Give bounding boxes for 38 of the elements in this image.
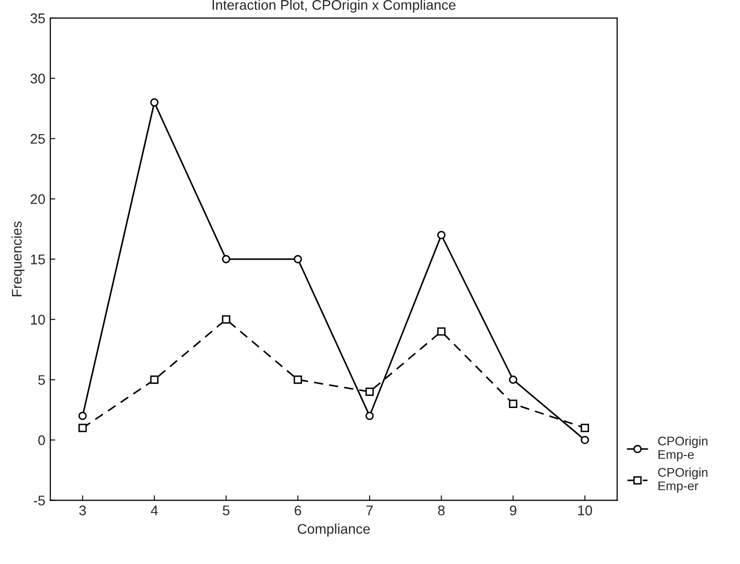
x-tick-label: 9: [510, 505, 516, 516]
legend-label: CPOrigin Emp-er: [658, 468, 708, 493]
x-tick-label: 10: [578, 505, 592, 516]
x-tick-label: 3: [79, 505, 86, 516]
y-tick-label: 10: [31, 314, 45, 325]
point: [437, 327, 446, 336]
point: [222, 315, 230, 324]
x-tick-label: 7: [366, 506, 373, 516]
x-tick-label: 4: [150, 506, 158, 516]
y-tick-label: 0: [38, 435, 45, 446]
point: [508, 376, 518, 384]
y-tick-label: 35: [30, 13, 45, 24]
y-tick-label: 30: [30, 74, 45, 84]
point: [580, 424, 590, 432]
x-axis-title: Compliance: [298, 524, 370, 537]
y-tick-label: 15: [31, 254, 45, 264]
legend-label: CPOrigin Emp-e: [658, 436, 708, 462]
point: [222, 254, 230, 264]
x-tick-label: 5: [222, 506, 230, 516]
chart-title: Interaction Plot, CPOrigin x Compliance: [212, 0, 456, 13]
point: [150, 98, 159, 107]
y-axis-title: Frequencies: [12, 221, 24, 296]
point: [437, 230, 446, 240]
point: [294, 376, 302, 384]
x-tick-label: 6: [294, 505, 302, 516]
y-tick-label: 20: [30, 194, 45, 204]
x-tick-label: 8: [438, 505, 445, 516]
point: [365, 412, 374, 420]
y-tick-label: 25: [30, 134, 45, 144]
y-tick-label: 5: [38, 375, 45, 385]
point: [78, 424, 87, 432]
y-tick-label: -5: [34, 496, 45, 506]
point: [508, 400, 518, 408]
point: [580, 436, 590, 444]
point: [294, 254, 302, 264]
point: [150, 376, 159, 384]
point: [78, 412, 87, 420]
point: [365, 388, 374, 396]
